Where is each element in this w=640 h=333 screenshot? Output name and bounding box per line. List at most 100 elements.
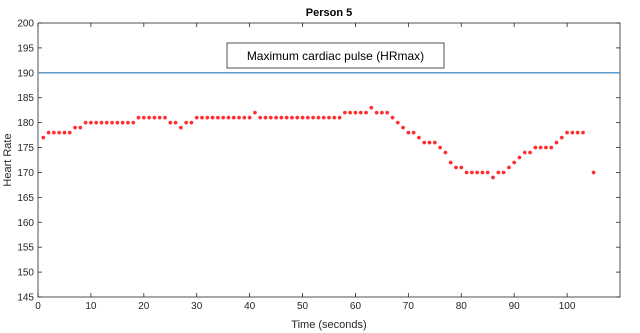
data-point	[506, 165, 511, 170]
data-point	[427, 140, 432, 145]
x-tick-label: 10	[85, 301, 97, 312]
data-point	[253, 110, 257, 115]
y-tick-label: 185	[17, 93, 34, 104]
data-point	[290, 115, 294, 120]
plot-area	[37, 22, 621, 298]
y-axis: 145 150 155 160 165 170 175 180 185 190 195 200	[17, 19, 620, 304]
data-point	[104, 120, 109, 125]
data-point	[120, 120, 125, 125]
data-point	[538, 145, 543, 150]
y-tick-label: 200	[17, 19, 34, 30]
data-point	[89, 120, 93, 125]
data-point	[422, 140, 427, 145]
data-point	[263, 115, 268, 120]
data-point	[464, 170, 469, 175]
data-point	[67, 130, 72, 135]
data-point	[342, 110, 347, 115]
y-tick-label: 165	[17, 193, 34, 204]
data-point	[512, 160, 517, 165]
data-point	[279, 115, 284, 120]
data-point	[364, 110, 368, 115]
data-point	[94, 120, 99, 125]
x-axis: 0 10 20 30 40 50 60 70 80 90 100	[35, 23, 576, 312]
data-point	[46, 130, 51, 135]
data-point	[380, 110, 384, 115]
data-point	[237, 115, 241, 120]
data-point	[554, 140, 559, 145]
data-point	[157, 115, 162, 120]
x-tick-label: 60	[350, 301, 362, 312]
data-point	[126, 120, 130, 125]
data-point	[41, 135, 46, 140]
x-tick-label: 80	[456, 301, 468, 312]
data-point	[443, 150, 448, 155]
data-point	[565, 130, 569, 135]
data-point	[205, 115, 210, 120]
y-tick-label: 160	[17, 218, 34, 229]
data-point	[559, 135, 564, 140]
chart-title: Person 5	[306, 7, 352, 19]
data-point	[62, 130, 67, 135]
x-tick-label: 40	[244, 301, 256, 312]
data-point	[570, 130, 575, 135]
heart-rate-series	[41, 105, 596, 180]
data-point	[348, 110, 353, 115]
data-point	[131, 120, 136, 125]
data-point	[99, 120, 104, 125]
data-point	[374, 110, 379, 115]
data-point	[496, 170, 501, 175]
y-tick-label: 190	[17, 68, 34, 79]
data-point	[411, 130, 416, 135]
data-point	[231, 115, 236, 120]
data-point	[369, 105, 374, 110]
x-tick-label: 70	[403, 301, 415, 312]
data-point	[401, 125, 405, 130]
data-point	[316, 115, 321, 120]
data-point	[242, 115, 247, 120]
y-tick-label: 195	[17, 43, 34, 54]
data-point	[141, 115, 146, 120]
data-point	[226, 115, 231, 120]
y-tick-label: 155	[17, 243, 34, 254]
data-point	[300, 115, 305, 120]
annotation-text: Maximum cardiac pulse (HRmax)	[247, 49, 424, 63]
data-point	[200, 115, 204, 120]
data-point	[152, 115, 157, 120]
data-point	[147, 115, 152, 120]
data-point	[358, 110, 363, 115]
data-point	[528, 150, 532, 155]
data-point	[284, 115, 289, 120]
data-point	[194, 115, 199, 120]
data-point	[390, 115, 395, 120]
data-point	[178, 125, 183, 130]
annotation-box: Maximum cardiac pulse (HRmax)	[226, 42, 445, 69]
data-point	[522, 150, 527, 155]
data-point	[337, 115, 342, 120]
y-tick-label: 180	[17, 118, 34, 129]
data-point	[591, 170, 596, 175]
data-point	[469, 170, 474, 175]
data-point	[395, 120, 400, 125]
data-point	[544, 145, 548, 150]
data-point	[581, 130, 585, 135]
data-point	[83, 120, 88, 125]
data-point	[305, 115, 310, 120]
data-point	[210, 115, 215, 120]
y-axis-label: Heart Rate	[2, 133, 14, 186]
data-point	[57, 130, 62, 135]
data-point	[575, 130, 580, 135]
data-point	[215, 115, 220, 120]
data-point	[247, 115, 252, 120]
x-tick-label: 0	[35, 301, 41, 312]
data-point	[332, 115, 337, 120]
data-point	[480, 170, 485, 175]
data-point	[454, 165, 458, 170]
y-tick-label: 170	[17, 168, 34, 179]
data-point	[485, 170, 490, 175]
data-point	[406, 130, 411, 135]
data-point	[533, 145, 538, 150]
x-tick-label: 100	[559, 301, 576, 312]
data-point	[73, 125, 77, 130]
data-point	[475, 170, 480, 175]
